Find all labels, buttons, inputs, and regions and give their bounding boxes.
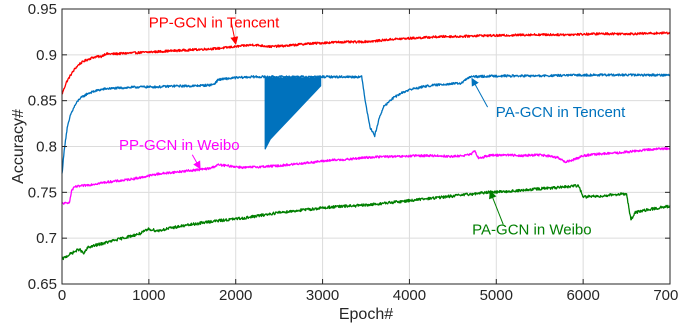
- series-line-1: [61, 31, 671, 95]
- x-axis-label: Epoch#: [339, 306, 393, 323]
- x-tick-label: 0: [58, 287, 66, 304]
- series-annotation-2: PA-GCN in Tencent: [496, 104, 626, 121]
- series-annotation-4: PA-GCN in Weibo: [472, 222, 591, 239]
- y-tick-label: 0.85: [28, 93, 57, 110]
- y-tick-label: 0.7: [36, 230, 57, 247]
- y-tick-label: 0.95: [28, 1, 57, 18]
- annotation-arrow-4: [489, 190, 504, 225]
- y-tick-label: 0.65: [28, 276, 57, 293]
- x-tick-label: 1000: [132, 287, 165, 304]
- annotations: PP-GCN in Tencent PA-GCN in Tencent PP-GCN…: [119, 14, 626, 238]
- oscillation-band: [264, 76, 322, 150]
- x-tick-label: 5000: [480, 287, 513, 304]
- series-annotation-3: PP-GCN in Weibo: [119, 137, 240, 154]
- series-annotation-1: PP-GCN in Tencent: [149, 14, 280, 31]
- series-layer: [61, 31, 671, 261]
- y-tick-label: 0.9: [36, 47, 57, 64]
- y-tick-label: 0.8: [36, 139, 57, 156]
- annotation-arrow-2: [471, 77, 489, 108]
- x-tick-label: 3000: [306, 287, 339, 304]
- series-line-2: [61, 73, 671, 174]
- grid-lines: [61, 8, 671, 285]
- y-axis-label: Accuracy#: [10, 109, 27, 184]
- series-line-3: [61, 147, 671, 205]
- series-line-4: [61, 184, 671, 261]
- annotation-arrow-3: [191, 154, 201, 170]
- x-tick-label: 2000: [219, 287, 252, 304]
- y-tick-label: 0.75: [28, 184, 57, 201]
- annotation-arrow-1: [230, 22, 239, 45]
- x-tick-label: 4000: [393, 287, 426, 304]
- x-tick-label: 6000: [566, 287, 599, 304]
